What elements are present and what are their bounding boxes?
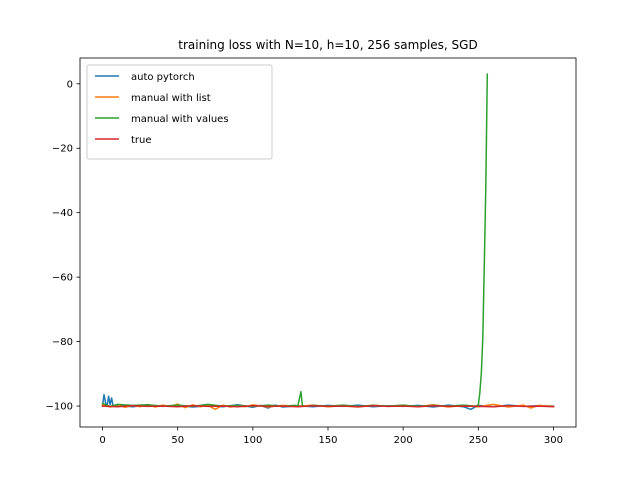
x-tick-label: 200 — [394, 435, 413, 446]
legend: auto pytorch manual with list manual with … — [86, 64, 273, 160]
x-tick-label: 300 — [544, 435, 563, 446]
legend-label-0: auto pytorch — [131, 72, 195, 83]
x-tick-label: 150 — [318, 435, 337, 446]
x-tick-label: 100 — [243, 435, 262, 446]
y-tick-label: −80 — [52, 337, 73, 348]
x-tick-label: 250 — [469, 435, 488, 446]
y-tick-label: 0 — [67, 79, 73, 90]
legend-label-2: manual with values — [131, 114, 229, 125]
x-tick-label: 50 — [171, 435, 184, 446]
y-tick-label: −60 — [52, 273, 73, 284]
y-tick-label: −40 — [52, 208, 73, 219]
chart-title: training loss with N=10, h=10, 256 sampl… — [178, 38, 477, 52]
legend-box — [86, 64, 273, 160]
y-tick-label: −100 — [46, 402, 73, 413]
series-line-3 — [101, 404, 555, 408]
x-tick-label: 0 — [99, 435, 105, 446]
y-tick-label: −20 — [52, 144, 73, 155]
legend-label-1: manual with list — [131, 93, 211, 104]
series-layer — [101, 73, 555, 411]
legend-label-3: true — [131, 135, 152, 146]
axes-layer: 0 50 100 150 200 250 300 0 −20 −40 −60 −80 −100 — [46, 57, 577, 446]
